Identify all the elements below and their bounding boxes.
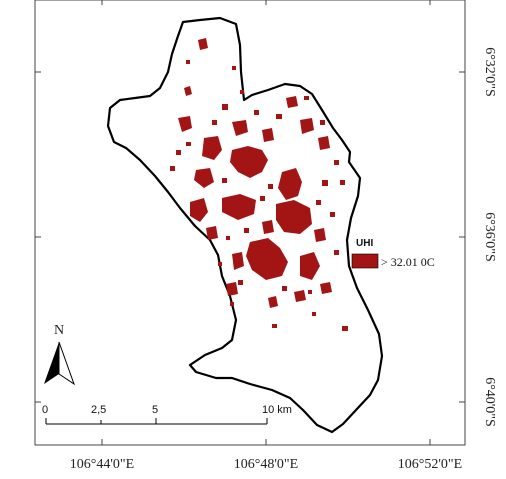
north-arrow-right: [58, 341, 75, 386]
lat-label-2: 6°36'0"S: [482, 212, 497, 262]
legend: UHI > 32.01 0C: [351, 238, 435, 269]
lon-label-1: 106°44'0"E: [70, 457, 134, 472]
lat-label-3: 6°40'0"S: [482, 377, 497, 427]
lon-label-2: 106°48'0"E: [234, 457, 298, 472]
north-arrow: N: [44, 323, 75, 386]
scale-tick-5: 5: [152, 404, 158, 416]
latitude-labels: 6°32'0"S 6°36'0"S 6°40'0"S: [482, 47, 497, 427]
scale-tick-10km: 10 km: [262, 404, 292, 416]
north-label: N: [54, 323, 64, 338]
legend-label-uhi: > 32.01 0C: [381, 255, 435, 269]
scale-tick-2-5: 2,5: [91, 404, 106, 416]
legend-title: UHI: [356, 238, 373, 249]
frame-ticks: [35, 0, 465, 445]
study-area-boundary: [106, 16, 384, 434]
scale-bar: 0 2,5 5 10 km: [42, 404, 292, 425]
uhi-patches: [170, 38, 348, 331]
longitude-labels: 106°44'0"E 106°48'0"E 106°52'0"E: [70, 457, 462, 472]
scale-tick-0: 0: [42, 404, 48, 416]
lon-label-3: 106°52'0"E: [398, 457, 462, 472]
lat-label-1: 6°32'0"S: [482, 47, 497, 97]
north-arrow-left: [44, 342, 59, 384]
legend-swatch-uhi: [351, 253, 379, 269]
